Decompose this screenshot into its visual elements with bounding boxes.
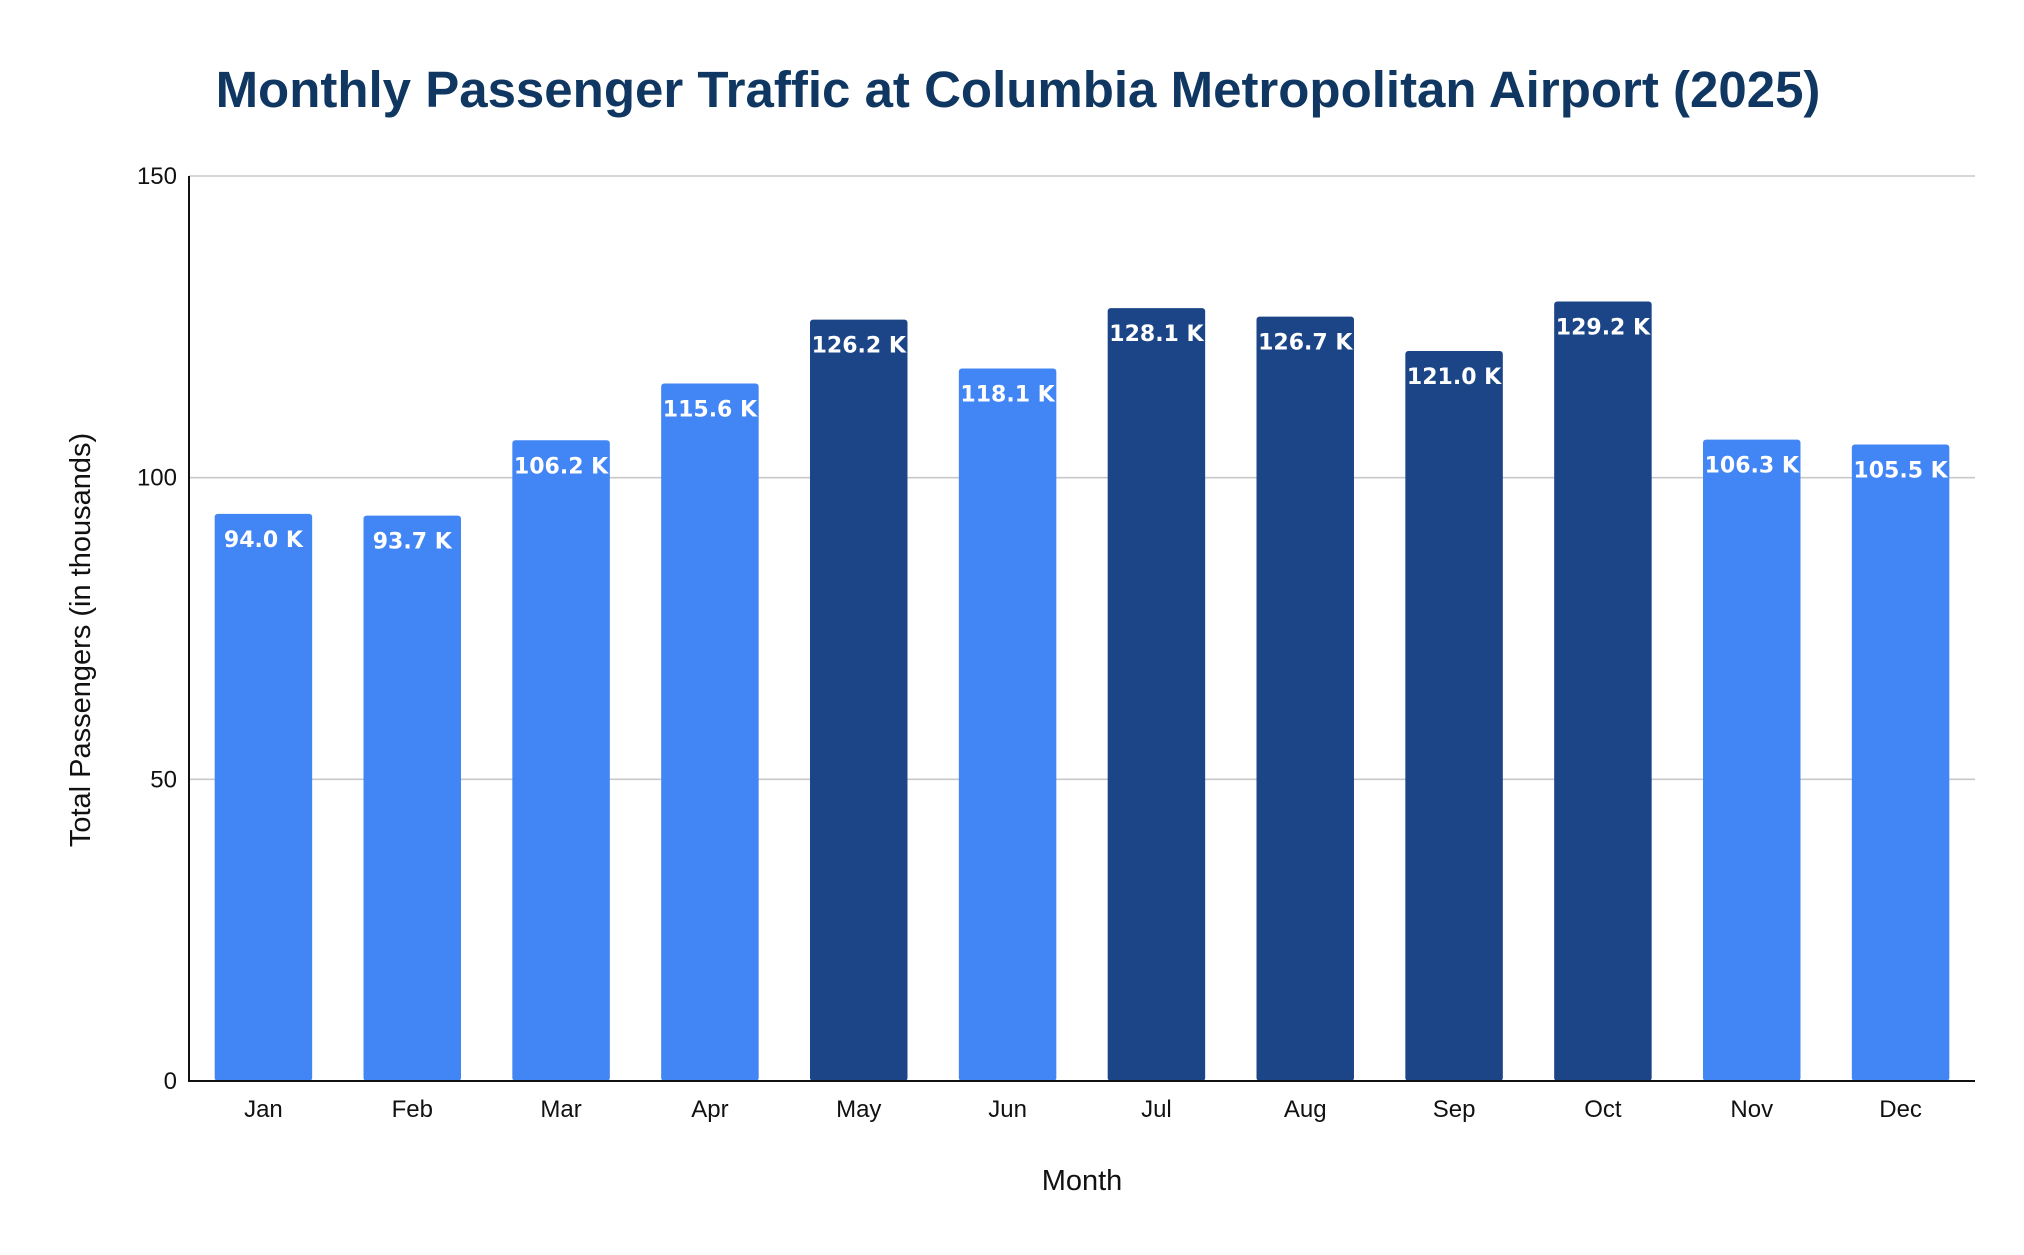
chart-title: Monthly Passenger Traffic at Columbia Me…: [216, 61, 1821, 118]
bar-data-label: 94.0 K: [224, 528, 304, 553]
bar-dec: [1851, 444, 1950, 1081]
bar-jul: [1107, 308, 1206, 1081]
bar-jan: [214, 513, 313, 1081]
x-tick-label: Nov: [1730, 1096, 1773, 1123]
y-tick-label: 50: [150, 766, 177, 793]
x-axis-ticks: Jan Feb Mar Apr May Jun Jul Aug Sep Oct Nov Dec: [244, 1096, 1922, 1123]
bar-aug: [1256, 316, 1354, 1081]
y-tick-label: 150: [137, 163, 177, 190]
x-axis-title: Month: [1042, 1165, 1123, 1197]
bar-data-label: 121.0 K: [1407, 365, 1502, 390]
x-tick-label: Aug: [1284, 1096, 1327, 1123]
y-axis-title: Total Passengers (in thousands): [65, 433, 97, 847]
x-tick-label: Jun: [988, 1096, 1027, 1123]
bar-nov: [1703, 439, 1801, 1081]
bar-may: [810, 319, 908, 1081]
bar-jun: [958, 368, 1057, 1081]
bar-data-label: 126.2 K: [812, 334, 907, 359]
x-tick-label: Jan: [244, 1096, 283, 1123]
x-tick-label: Mar: [540, 1096, 581, 1123]
bars: 94.0 K 93.7 K 106.2 K 115.6 K 126.2 K 118.1 K…: [214, 301, 1950, 1082]
bar-data-label: 93.7 K: [373, 530, 453, 555]
x-tick-label: Oct: [1584, 1096, 1622, 1123]
x-tick-label: Dec: [1879, 1096, 1922, 1123]
bar-data-label: 106.2 K: [514, 454, 609, 479]
y-tick-label: 100: [137, 465, 177, 492]
x-tick-label: Jul: [1141, 1096, 1172, 1123]
x-tick-label: Sep: [1433, 1096, 1476, 1123]
bar-feb: [363, 515, 461, 1081]
x-tick-label: Apr: [691, 1096, 728, 1123]
gridlines: [189, 175, 1975, 781]
x-tick-label: Feb: [392, 1096, 433, 1123]
bar-data-label: 105.5 K: [1853, 458, 1948, 483]
bar-data-label: 129.2 K: [1556, 315, 1651, 340]
bar-data-label: 126.7 K: [1258, 331, 1353, 356]
bar-data-label: 128.1 K: [1109, 322, 1204, 347]
bar-sep: [1405, 350, 1503, 1081]
bar-oct: [1554, 301, 1652, 1081]
bar-data-label: 118.1 K: [960, 382, 1055, 407]
bar-data-label: 106.3 K: [1705, 454, 1800, 479]
bar-apr: [661, 383, 759, 1082]
bar-data-label: 115.6 K: [663, 398, 758, 423]
x-tick-label: May: [836, 1096, 881, 1123]
y-tick-label: 0: [164, 1068, 177, 1095]
y-axis-ticks: 0 50 100 150: [137, 163, 177, 1095]
bar-mar: [512, 440, 610, 1081]
